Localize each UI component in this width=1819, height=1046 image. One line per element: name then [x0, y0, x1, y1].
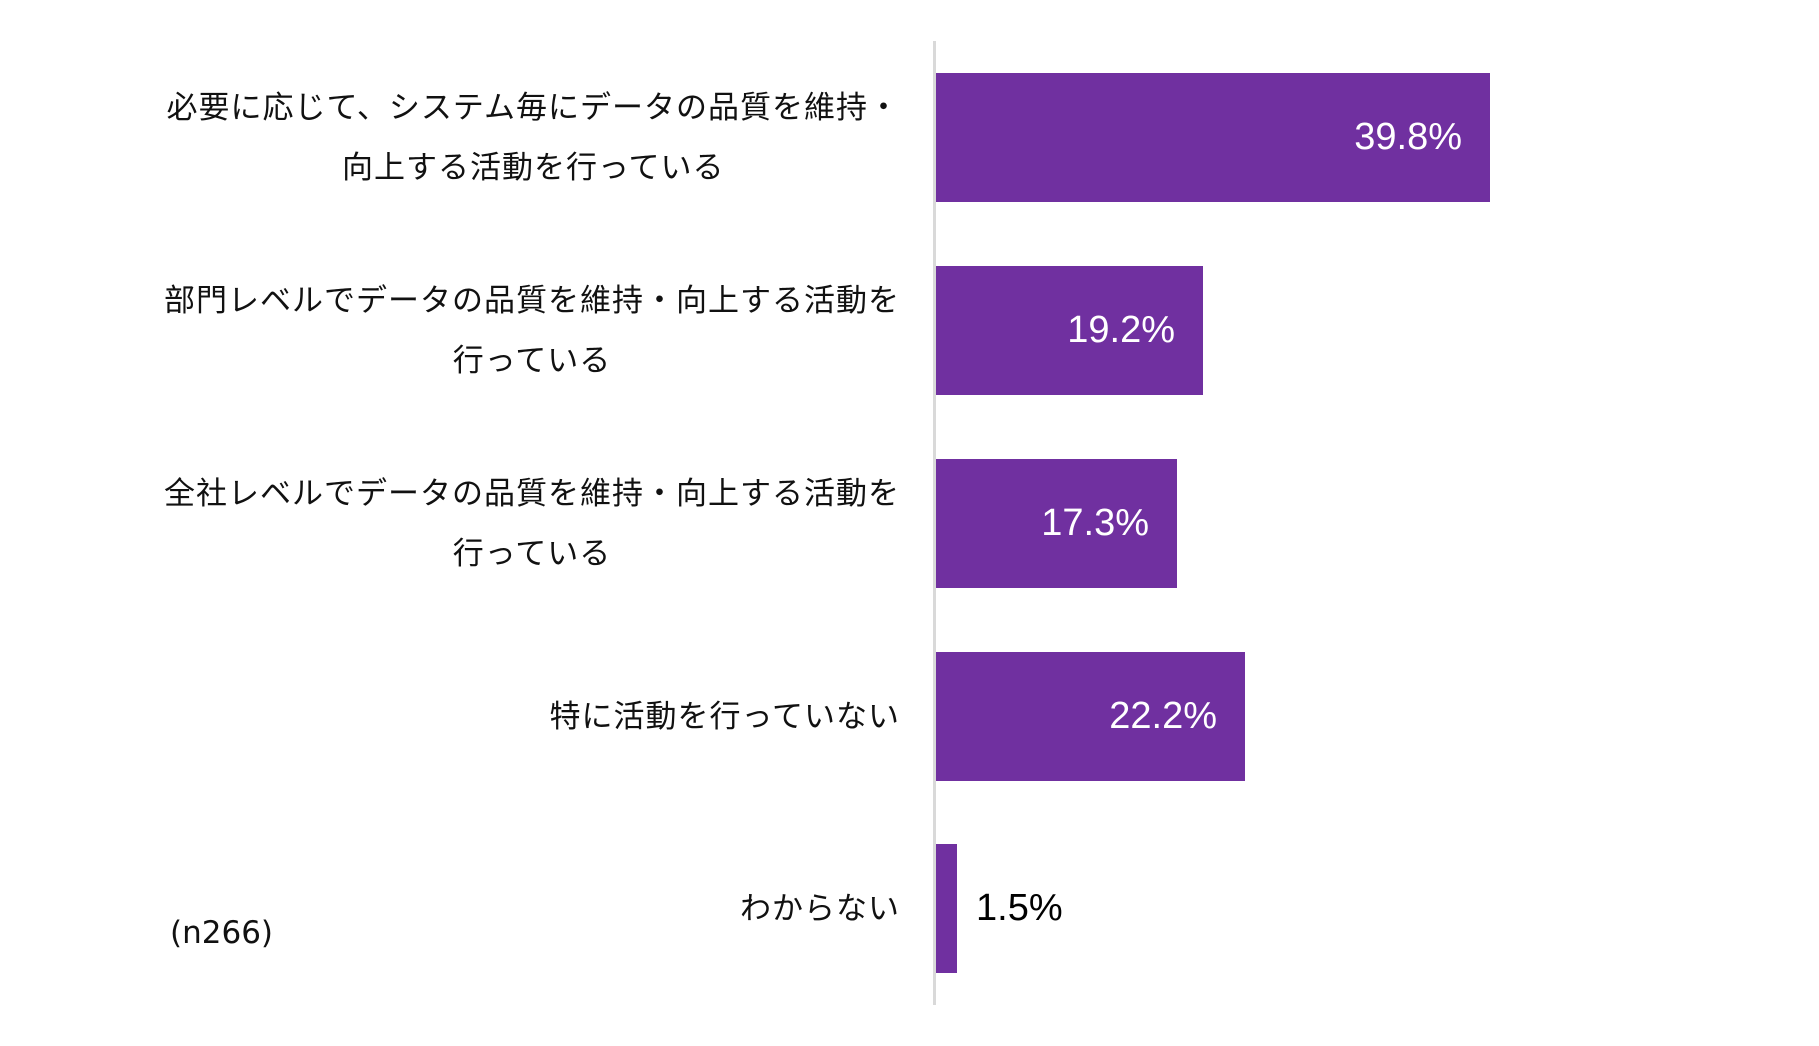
value-label: 17.3% — [1041, 502, 1149, 544]
category-label: 全社レベルでデータの品質を維持・向上する活動を 行っている — [20, 459, 900, 588]
category-label-line: 特に活動を行っていない — [549, 698, 900, 735]
value-label: 22.2% — [1109, 695, 1217, 737]
category-label-line: 必要に応じて、システム毎にデータの品質を維持・ — [166, 89, 900, 126]
bar — [936, 652, 1245, 781]
chart-row: 必要に応じて、システム毎にデータの品質を維持・ 向上する活動を行っている 39.… — [0, 73, 1819, 202]
bar — [936, 73, 1490, 202]
bar — [936, 266, 1203, 395]
category-label-line: 部門レベルでデータの品質を維持・向上する活動を — [164, 282, 900, 319]
category-label-line: 向上する活動を行っている — [342, 149, 725, 186]
category-label: 特に活動を行っていない — [20, 652, 900, 781]
bar — [936, 459, 1177, 588]
category-label-line: わからない — [740, 890, 900, 927]
category-label: 必要に応じて、システム毎にデータの品質を維持・ 向上する活動を行っている — [20, 73, 900, 202]
y-axis-line — [933, 41, 936, 1005]
category-label-line: 全社レベルでデータの品質を維持・向上する活動を — [164, 475, 900, 512]
value-label: 39.8% — [1354, 116, 1462, 158]
chart-row: 全社レベルでデータの品質を維持・向上する活動を 行っている 17.3% — [0, 459, 1819, 588]
value-label: 1.5% — [976, 887, 1063, 929]
category-label: わからない — [20, 844, 900, 973]
category-label-line: 行っている — [452, 342, 612, 379]
chart-row: 部門レベルでデータの品質を維持・向上する活動を 行っている 19.2% — [0, 266, 1819, 395]
value-label: 19.2% — [1067, 309, 1175, 351]
category-label: 部門レベルでデータの品質を維持・向上する活動を 行っている — [20, 266, 900, 395]
chart-row: 特に活動を行っていない 22.2% — [0, 652, 1819, 781]
category-label-line: 行っている — [452, 535, 612, 572]
chart-row: わからない 1.5% — [0, 844, 1819, 973]
bar — [936, 844, 957, 973]
sample-size-note: (n266) — [170, 915, 274, 951]
